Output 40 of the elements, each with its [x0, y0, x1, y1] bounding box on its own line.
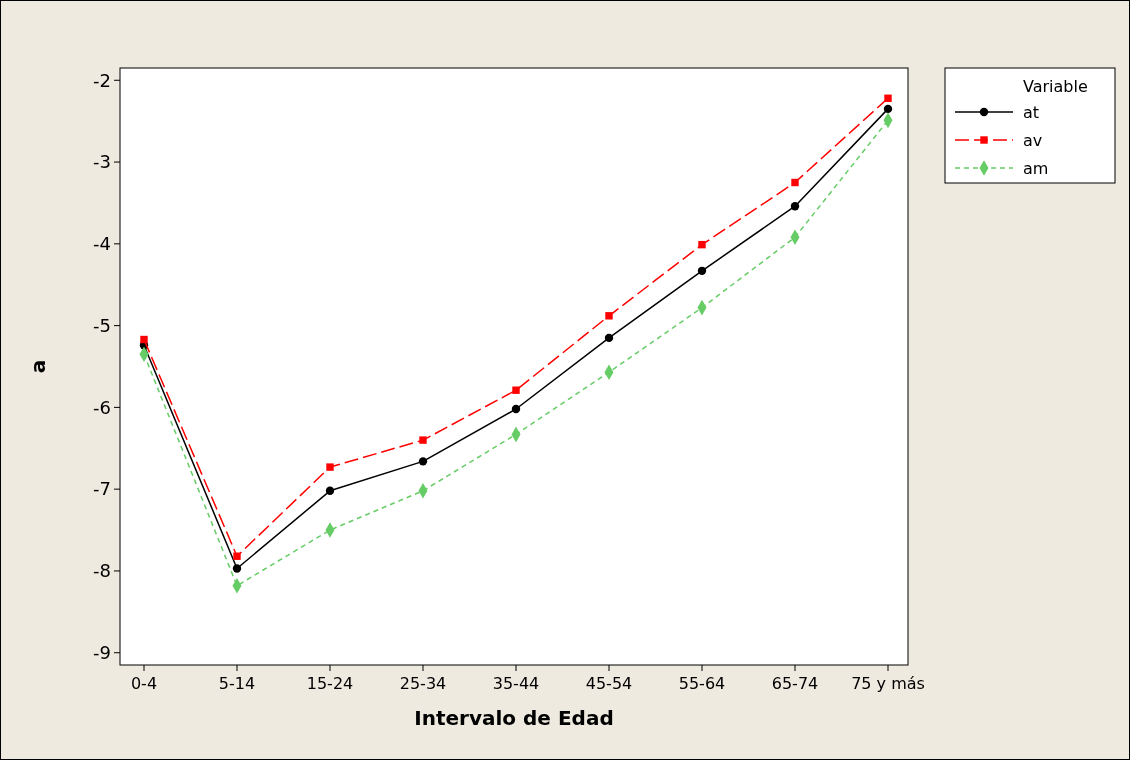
y-tick-label: -7 [93, 478, 111, 500]
y-tick-label: -6 [93, 396, 111, 418]
y-tick-label: -2 [93, 69, 111, 91]
point [697, 266, 707, 275]
point [605, 312, 613, 320]
y-tick-label: -9 [93, 642, 111, 664]
x-tick-label: 15-24 [306, 674, 354, 693]
point [791, 178, 799, 187]
legend-label: at [1023, 102, 1040, 122]
point [326, 463, 334, 471]
point [140, 335, 148, 344]
point [698, 240, 706, 249]
y-tick-label: -5 [93, 314, 111, 336]
point [790, 202, 800, 211]
legend-label: am [1023, 158, 1049, 178]
y-tick-label: -4 [93, 233, 111, 255]
y-tick-label: -8 [93, 560, 111, 582]
point [233, 552, 241, 560]
x-tick-label: 55-64 [678, 674, 726, 693]
x-tick-label: 35-44 [492, 674, 540, 693]
x-tick-label: 25-34 [399, 674, 447, 693]
x-tick-label: 5-14 [218, 674, 256, 693]
point [883, 104, 893, 114]
point [604, 333, 614, 343]
legend-title: Variable [1023, 77, 1088, 96]
point [418, 457, 428, 466]
point [884, 94, 892, 102]
point [512, 386, 520, 394]
point [511, 404, 521, 414]
point [419, 436, 427, 444]
point [325, 486, 335, 495]
x-tick-label: 65-74 [771, 674, 819, 693]
x-tick-label: 45-54 [585, 674, 633, 693]
x-axis-title: Intervalo de Edad [414, 706, 614, 730]
y-axis-title: a [26, 359, 50, 374]
legend-label: av [1023, 130, 1043, 150]
x-tick-label: 75 y más [851, 674, 925, 693]
point [232, 564, 242, 573]
y-tick-label: -3 [93, 151, 111, 173]
x-tick-label: 0-4 [130, 674, 158, 693]
